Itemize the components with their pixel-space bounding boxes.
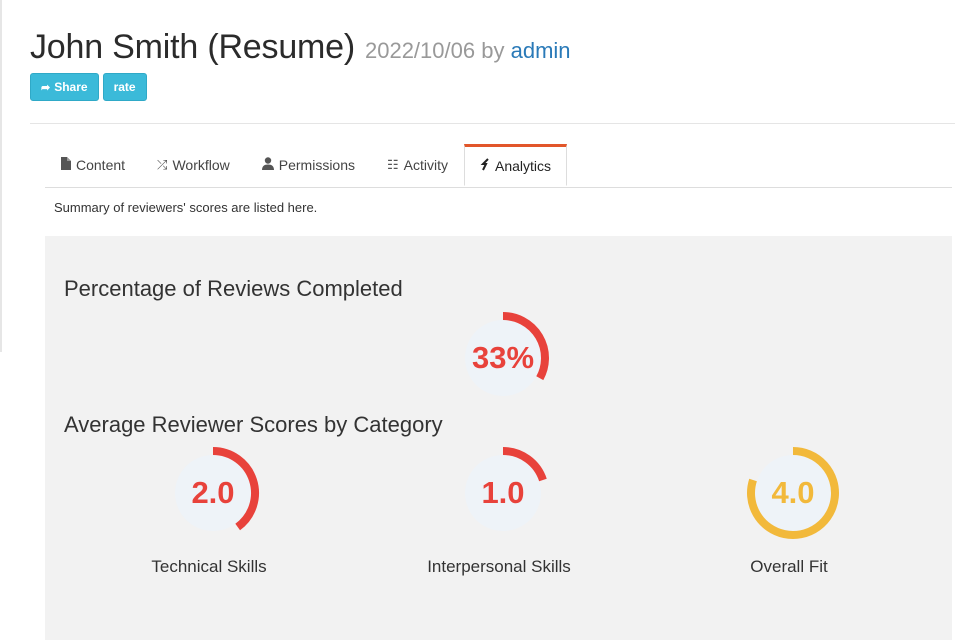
- gauge-background: [175, 455, 251, 531]
- interpersonal-skills-gauge: 1.0: [453, 443, 553, 543]
- summary-text: Summary of reviewers' scores are listed …: [54, 200, 318, 215]
- by-label: by: [481, 38, 505, 63]
- gauge-arc: [747, 447, 839, 539]
- rate-button[interactable]: rate: [102, 73, 147, 101]
- tab-activity[interactable]: ☷ Activity: [371, 144, 464, 186]
- analytics-panel: Percentage of Reviews Completed 33% Aver…: [45, 236, 952, 640]
- share-button-label: Share: [54, 80, 88, 94]
- file-icon: [61, 157, 71, 173]
- document-header: John Smith (Resume) 2022/10/06 by admin …: [30, 28, 571, 101]
- tab-workflow[interactable]: ⤮ Workflow: [141, 144, 246, 186]
- gauge-background: [465, 320, 541, 396]
- gauge-value: 4.0: [771, 475, 815, 510]
- gauge-arc: [502, 447, 547, 482]
- category-label: Interpersonal Skills: [427, 557, 571, 576]
- document-date: 2022/10/06: [364, 38, 476, 63]
- gauge-value: 33%: [471, 340, 535, 375]
- gauge-value: 1.0: [481, 475, 525, 510]
- share-icon: ➦: [41, 81, 51, 94]
- rate-button-label: rate: [113, 80, 136, 94]
- tab-content[interactable]: Content: [45, 144, 141, 186]
- tab-label: Workflow: [172, 157, 230, 173]
- gauge-arc: [212, 447, 259, 531]
- tab-label: Analytics: [495, 158, 552, 174]
- list-check-icon: ☷: [387, 157, 399, 172]
- reviews-completed-title: Percentage of Reviews Completed: [64, 276, 403, 301]
- tab-label: Content: [76, 157, 126, 173]
- tab-permissions[interactable]: Permissions: [246, 144, 371, 186]
- shuffle-icon: ⤮: [157, 157, 168, 172]
- category-label: Overall Fit: [750, 557, 828, 576]
- gauge-arc: [502, 312, 549, 381]
- category-label: Technical Skills: [151, 557, 267, 576]
- tab-label: Activity: [403, 157, 449, 173]
- author-link[interactable]: admin: [510, 38, 571, 63]
- reviews-completed-gauge: 33%: [453, 308, 553, 408]
- tab-label: Permissions: [278, 157, 356, 173]
- gauge-background: [465, 455, 541, 531]
- overall-fit-gauge: 4.0: [743, 443, 843, 543]
- user-icon: [261, 157, 274, 173]
- tab-bar: Content ⤮ Workflow Permissions ☷ Activit…: [45, 144, 952, 188]
- document-meta: 2022/10/06 by admin: [365, 38, 571, 64]
- gauge-background: [755, 455, 831, 531]
- left-edge-divider: [0, 0, 2, 352]
- technical-skills-gauge: 2.0: [163, 443, 263, 543]
- analytics-icon: [480, 158, 490, 174]
- page-title: John Smith (Resume): [30, 28, 355, 66]
- share-button[interactable]: ➦ Share: [30, 73, 99, 101]
- category-scores-title: Average Reviewer Scores by Category: [64, 412, 443, 437]
- header-divider: [30, 123, 955, 124]
- gauge-value: 2.0: [191, 475, 235, 510]
- tab-analytics[interactable]: Analytics: [464, 144, 568, 186]
